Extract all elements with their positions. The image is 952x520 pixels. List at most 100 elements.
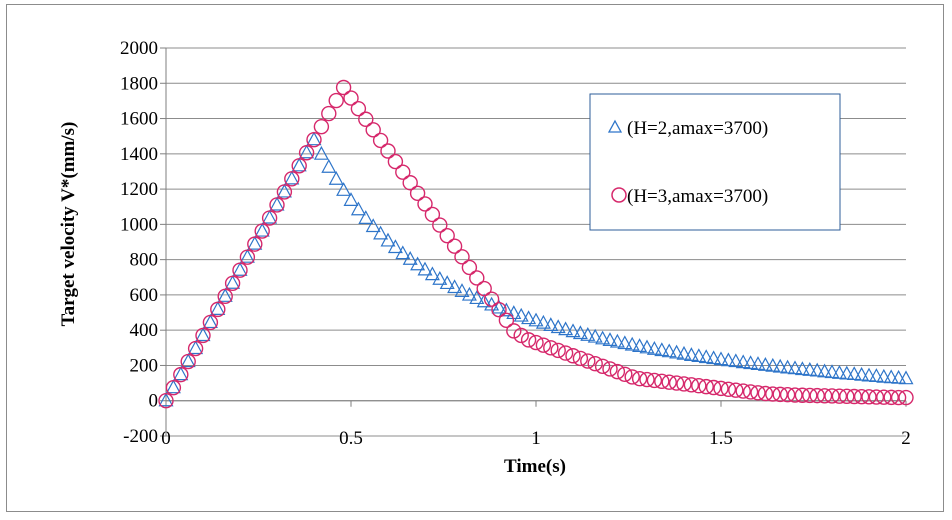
data-point-triangle: [454, 283, 470, 297]
data-point-triangle: [239, 248, 255, 263]
data-point-triangle: [868, 368, 884, 382]
data-point-triangle: [787, 360, 803, 375]
data-point-triangle: [669, 344, 685, 359]
data-point-triangle: [469, 290, 485, 305]
data-point-triangle: [809, 362, 825, 377]
data-point-circle: [713, 380, 729, 397]
data-point-circle: [676, 376, 692, 392]
data-point-circle: [668, 375, 685, 391]
data-point-triangle: [173, 366, 189, 381]
data-point-triangle: [898, 370, 914, 385]
data-point-triangle: [713, 351, 729, 366]
data-point-triangle: [587, 328, 603, 343]
data-point-triangle: [646, 340, 662, 355]
data-point-circle: [476, 280, 492, 297]
x-tick-label: 0.5: [339, 428, 363, 449]
data-point-circle: [609, 363, 626, 380]
data-point-triangle: [232, 261, 248, 276]
data-point-circle: [572, 350, 589, 367]
data-point-circle: [210, 301, 226, 318]
data-point-circle: [224, 275, 241, 291]
data-point-triangle: [794, 361, 810, 376]
data-point-triangle: [188, 340, 204, 355]
data-point-circle: [335, 79, 352, 96]
y-tick-label: 600: [130, 285, 159, 306]
data-point-triangle: [876, 368, 892, 383]
data-point-triangle: [417, 261, 433, 276]
data-point-triangle: [395, 245, 411, 260]
data-point-circle: [321, 105, 337, 122]
data-point-triangle: [824, 364, 840, 379]
data-point-circle: [735, 383, 751, 399]
data-point-triangle: [580, 327, 596, 341]
data-point-triangle: [247, 235, 263, 250]
data-point-triangle: [558, 321, 574, 336]
data-point-circle: [232, 262, 248, 278]
data-point-circle: [594, 358, 611, 375]
data-point-triangle: [195, 327, 211, 342]
data-point-triangle: [210, 301, 226, 315]
data-point-circle: [802, 387, 818, 404]
data-point-circle: [239, 249, 256, 265]
data-point-circle: [639, 371, 655, 388]
data-point-triangle: [313, 145, 329, 160]
data-point-circle: [498, 312, 515, 329]
data-point-circle: [202, 314, 219, 331]
y-tick-label: 200: [130, 355, 159, 376]
data-point-triangle: [343, 192, 359, 206]
data-point-circle: [543, 340, 559, 356]
y-tick-label: 800: [130, 250, 159, 271]
data-point-circle: [876, 389, 892, 405]
data-point-triangle: [491, 299, 507, 314]
data-point-triangle: [306, 131, 322, 146]
data-point-circle: [705, 379, 722, 396]
data-point-circle: [853, 388, 870, 405]
chart-frame: [6, 4, 944, 512]
data-point-circle: [417, 196, 433, 212]
data-point-triangle: [402, 251, 418, 265]
data-point-circle: [617, 366, 633, 382]
data-point-triangle: [780, 359, 796, 374]
data-point-triangle: [661, 343, 677, 358]
data-point-circle: [506, 323, 522, 339]
data-point-circle: [654, 373, 670, 390]
data-point-circle: [824, 388, 840, 404]
data-point-circle: [787, 387, 803, 403]
data-point-triangle: [432, 270, 448, 285]
data-point-circle: [298, 145, 315, 161]
data-point-circle: [454, 249, 470, 265]
data-point-circle: [350, 100, 367, 117]
data-point-triangle: [498, 302, 514, 317]
data-point-triangle: [750, 356, 766, 370]
y-tick-label: 1400: [120, 144, 158, 165]
data-point-circle: [772, 386, 788, 403]
data-point-triangle: [861, 367, 877, 382]
data-point-circle: [779, 387, 796, 403]
x-tick-labels: 0 0.5 1 1.5 2: [161, 428, 911, 449]
data-point-circle: [809, 387, 825, 404]
data-point-circle: [165, 379, 182, 396]
data-point-triangle: [883, 369, 899, 384]
data-point-triangle: [839, 365, 855, 380]
data-point-triangle: [217, 288, 233, 302]
data-point-circle: [602, 361, 618, 377]
y-tick-labels: -200 0 200 400 600 800 1000 1200 1400 1600 1800 200…: [120, 38, 158, 447]
data-point-circle: [683, 377, 700, 393]
data-point-triangle: [299, 144, 315, 159]
data-point-triangle: [550, 319, 566, 334]
data-point-triangle: [728, 353, 744, 368]
data-point-circle: [528, 334, 544, 351]
data-point-triangle: [772, 358, 788, 373]
data-point-circle: [372, 132, 389, 149]
data-point-triangle: [461, 286, 477, 301]
data-point-triangle: [765, 357, 781, 372]
data-point-circle: [846, 388, 862, 405]
data-point-triangle: [735, 354, 751, 369]
data-point-triangle: [654, 342, 670, 357]
data-point-circle: [328, 92, 344, 109]
data-point-circle: [469, 270, 485, 286]
data-point-circle: [432, 217, 448, 233]
data-point-circle: [380, 143, 396, 159]
y-tick-label: 1000: [120, 214, 158, 235]
data-point-circle: [187, 340, 204, 357]
